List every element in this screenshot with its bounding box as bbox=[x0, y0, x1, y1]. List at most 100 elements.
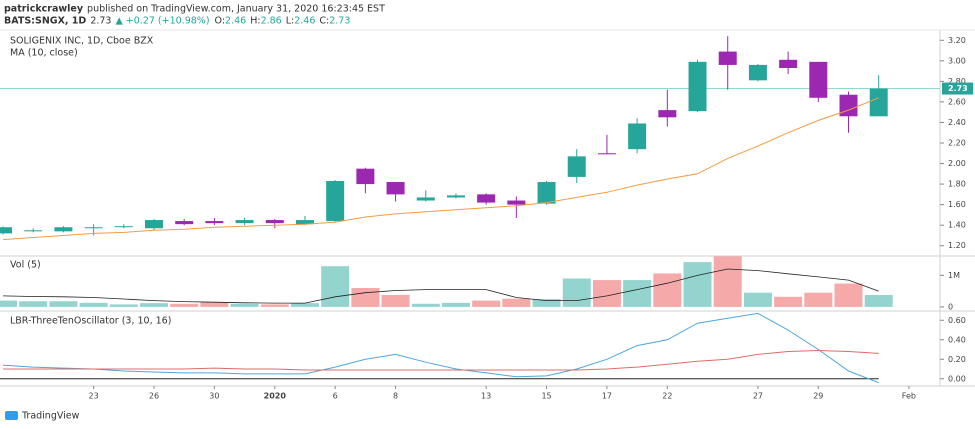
volume-bar bbox=[653, 273, 682, 307]
volume-bar bbox=[49, 301, 78, 307]
pane-title: SOLIGENIX INC, 1D, Cboe BZX bbox=[10, 36, 154, 47]
volume-bar bbox=[290, 303, 319, 307]
candle-body bbox=[386, 182, 405, 195]
y-tick-label: 1.80 bbox=[948, 180, 966, 189]
candle-body bbox=[779, 59, 798, 69]
x-tick-label: 27 bbox=[753, 392, 763, 401]
x-tick-label: 2020 bbox=[264, 392, 287, 401]
volume-bar bbox=[109, 304, 138, 307]
symbol: BATS:SNGX, 1D bbox=[4, 16, 86, 27]
candle-body bbox=[205, 221, 224, 224]
volume-ma-line bbox=[2, 268, 879, 304]
candle-body bbox=[416, 197, 435, 201]
y-tick-label: 0 bbox=[948, 302, 953, 311]
y-tick-label: 3.20 bbox=[948, 36, 966, 45]
x-tick-label: 26 bbox=[149, 392, 159, 401]
legend-entry: MA (10, close) bbox=[10, 48, 78, 59]
author: patrickcrawley bbox=[4, 4, 84, 15]
candle-body bbox=[0, 227, 13, 234]
candle-body bbox=[869, 88, 888, 117]
x-tick-label: 23 bbox=[89, 392, 99, 401]
pane-title: Vol (5) bbox=[10, 260, 41, 271]
x-tick-label: Feb bbox=[902, 392, 916, 401]
y-tick-label: 2.40 bbox=[948, 118, 966, 127]
candle-body bbox=[748, 64, 767, 81]
candle-body bbox=[356, 168, 375, 185]
ohlc: O: 2.46 H: 2.86 L: 2.46 C: 2.73 bbox=[215, 16, 351, 27]
volume-bar bbox=[79, 302, 108, 307]
y-tick-label: 2.80 bbox=[948, 77, 966, 86]
ohlc-label: C: bbox=[319, 16, 329, 27]
volume-bar bbox=[864, 294, 893, 307]
volume-bar bbox=[623, 280, 652, 307]
volume-bar bbox=[351, 287, 380, 307]
oscillator-line bbox=[2, 312, 879, 384]
candle-body bbox=[235, 220, 254, 224]
volume-bar bbox=[743, 292, 772, 307]
x-tick-label: 30 bbox=[209, 392, 219, 401]
candle-body bbox=[537, 182, 556, 204]
volume-bar bbox=[804, 292, 833, 307]
candle-body bbox=[688, 61, 707, 112]
volume-bar bbox=[502, 298, 531, 307]
candle-body bbox=[144, 220, 163, 229]
brand: TradingView bbox=[21, 411, 80, 422]
volume-bar bbox=[713, 256, 742, 307]
ohlc-value: 2.73 bbox=[329, 16, 350, 27]
candle-body bbox=[507, 200, 526, 205]
volume-bar bbox=[19, 301, 48, 307]
volume-bar bbox=[260, 304, 289, 307]
ohlc-label: H: bbox=[250, 16, 260, 27]
x-tick-label: 22 bbox=[662, 392, 672, 401]
x-tick-label: 17 bbox=[602, 392, 612, 401]
volume-bar bbox=[834, 283, 863, 307]
ohlc-value: 2.46 bbox=[225, 16, 246, 27]
volume-bar bbox=[592, 280, 621, 307]
ma-line bbox=[2, 97, 879, 241]
volume-bar bbox=[321, 266, 350, 307]
candle-body bbox=[114, 226, 133, 228]
candle-body bbox=[628, 123, 647, 150]
candle-body bbox=[446, 195, 465, 198]
pane-title: LBR-ThreeTenOscillator (3, 10, 16) bbox=[10, 316, 171, 327]
x-tick-label: 8 bbox=[393, 392, 398, 401]
change: ▲ +0.27 (+10.98%) bbox=[115, 16, 209, 27]
volume-bar bbox=[200, 302, 229, 307]
y-tick-label: 0.00 bbox=[948, 374, 966, 383]
x-tick-label: 6 bbox=[333, 392, 338, 401]
candle-body bbox=[809, 61, 828, 98]
y-tick-label: 2.20 bbox=[948, 139, 966, 148]
ohlc-label: O: bbox=[215, 16, 226, 27]
brand-logo: TradingView bbox=[5, 411, 80, 422]
volume-bar bbox=[441, 302, 470, 307]
y-tick-label: 1.60 bbox=[948, 200, 966, 209]
x-tick-label: 29 bbox=[813, 392, 823, 401]
last-price: 2.73 bbox=[90, 16, 111, 27]
y-tick-label: 3.00 bbox=[948, 56, 966, 65]
candle-body bbox=[265, 220, 284, 224]
volume-bar bbox=[472, 300, 501, 307]
candle-body bbox=[597, 153, 616, 155]
volume-bar bbox=[532, 299, 561, 307]
volume-bar bbox=[170, 303, 199, 307]
y-tick-label: 0.20 bbox=[948, 355, 966, 364]
volume-bar bbox=[562, 278, 591, 307]
y-tick-label: 0.60 bbox=[948, 316, 966, 325]
candle-body bbox=[84, 227, 103, 229]
volume-bar bbox=[0, 300, 18, 307]
y-tick-label: 1.20 bbox=[948, 241, 966, 250]
candle-body bbox=[477, 194, 496, 203]
candle-body bbox=[24, 230, 43, 232]
y-tick-label: 1.40 bbox=[948, 221, 966, 230]
candle-body bbox=[839, 94, 858, 117]
y-tick-label: 2.60 bbox=[948, 97, 966, 106]
candle-body bbox=[718, 51, 737, 65]
ohlc-label: L: bbox=[286, 16, 295, 27]
candle-body bbox=[54, 227, 73, 232]
candle-body bbox=[295, 220, 314, 225]
ohlc-value: 2.86 bbox=[261, 16, 282, 27]
last-price-tag bbox=[942, 82, 973, 95]
volume-bar bbox=[139, 303, 168, 307]
candle-body bbox=[567, 156, 586, 177]
